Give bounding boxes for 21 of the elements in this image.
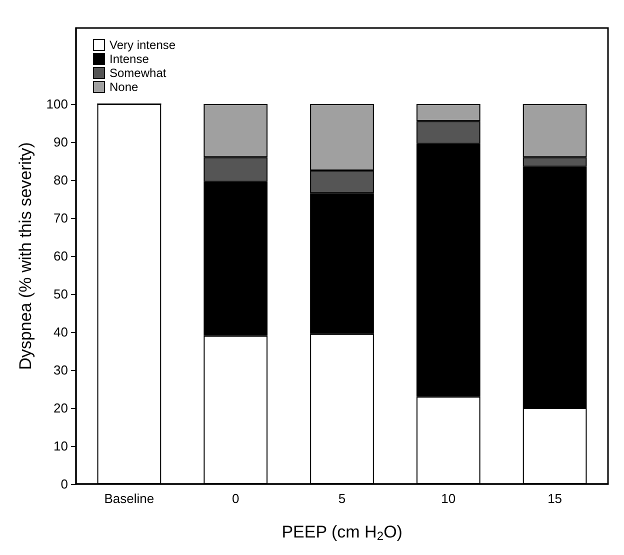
y-tick-label: 100 [46, 96, 68, 112]
legend-label: Somewhat [110, 66, 167, 80]
y-tick-label: 50 [54, 286, 68, 302]
legend-label: None [110, 80, 139, 94]
y-axis-title: Dyspnea (% with this severity) [16, 142, 35, 370]
x-tick-label: 5 [338, 491, 346, 506]
y-tick-label: 60 [54, 248, 68, 264]
x-tick-label: Baseline [104, 491, 154, 506]
y-tick-label: 90 [54, 134, 68, 150]
y-tick-label: 40 [54, 324, 68, 340]
legend-label: Very intense [110, 38, 176, 52]
y-tick-label: 30 [54, 362, 68, 378]
x-tick-label: 0 [232, 491, 240, 506]
y-tick-label: 80 [54, 172, 68, 188]
x-tick-label: 15 [548, 491, 562, 506]
x-tick-label: 10 [441, 491, 456, 506]
y-tick-label: 70 [54, 210, 68, 226]
legend-label: Intense [110, 52, 150, 66]
y-tick-label: 10 [54, 438, 68, 454]
y-tick-label: 20 [54, 400, 68, 416]
y-tick-label: 0 [60, 476, 68, 492]
